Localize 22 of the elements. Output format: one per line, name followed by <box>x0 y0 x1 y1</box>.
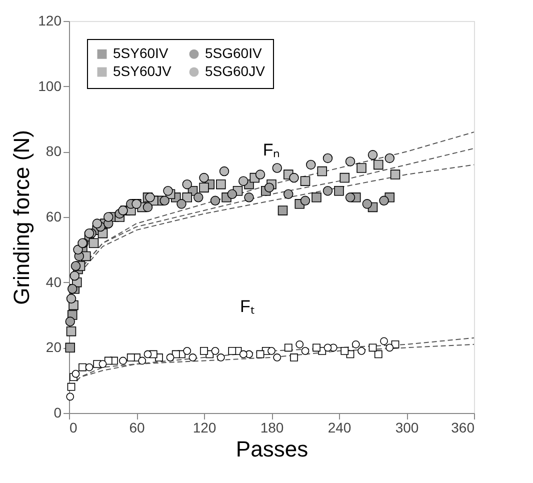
legend-label: 5SG60JV <box>205 63 266 79</box>
y-tick-label: 120 <box>38 12 62 28</box>
y-tick-label: 60 <box>46 208 62 224</box>
x-axis-title: Passes <box>236 436 308 462</box>
x-tick-label: 180 <box>260 420 284 436</box>
x-tick-label: 120 <box>192 420 216 436</box>
x-tick-label: 300 <box>395 420 419 436</box>
legend-label: 5SY60JV <box>113 63 172 79</box>
x-tick-label: 0 <box>70 420 78 436</box>
annotation: Fₙ <box>262 140 280 160</box>
y-tick-label: 80 <box>46 143 62 160</box>
annotation: Fₜ <box>240 297 254 316</box>
legend-label: 5SY60IV <box>113 45 169 62</box>
y-tick-label: 20 <box>46 339 62 356</box>
y-tick-label: 0 <box>54 404 62 420</box>
legend-label: 5SG60IV <box>205 45 262 62</box>
y-axis-title: Grinding force (N) <box>9 130 34 305</box>
x-tick-label: 240 <box>328 420 352 436</box>
x-tick-label: 60 <box>129 420 145 436</box>
y-tick-label: 40 <box>46 274 62 290</box>
x-tick-label: 360 <box>451 420 475 436</box>
y-tick-label: 100 <box>38 78 62 94</box>
